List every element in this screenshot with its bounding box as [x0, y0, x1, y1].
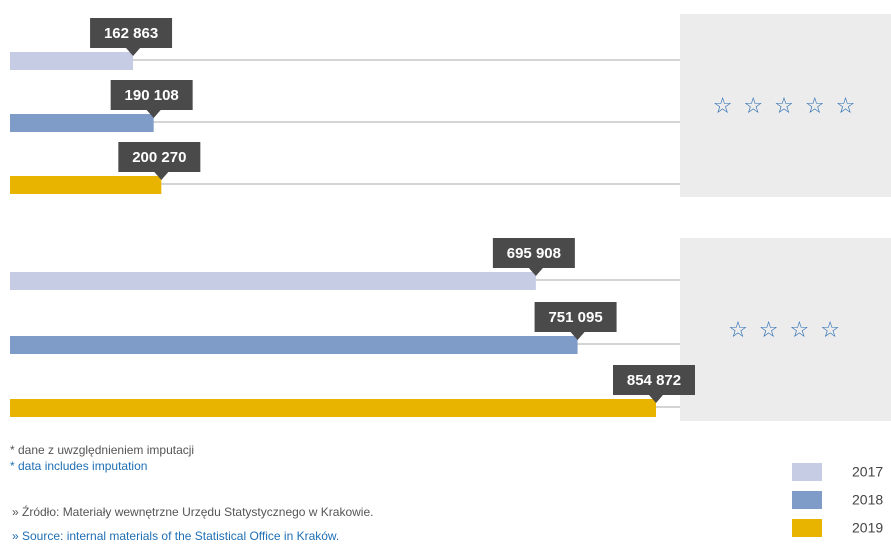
value-label-box	[534, 302, 617, 340]
note: » Source: internal materials of the Stat…	[12, 529, 339, 543]
category-panel	[680, 238, 891, 421]
value-label: 751 095	[548, 309, 602, 326]
bar	[10, 176, 162, 194]
legend-swatch	[792, 519, 822, 537]
note: * dane z uwzględnieniem imputacji	[10, 443, 194, 457]
bar	[10, 114, 154, 132]
note: » Źródło: Materiały wewnętrzne Urzędu St…	[12, 504, 373, 519]
value-label: 854 872	[627, 372, 681, 389]
note: * data includes imputation	[10, 459, 147, 473]
value-label-box	[492, 238, 575, 276]
legend-label: 2019	[852, 520, 883, 536]
legend-label: 2017	[852, 464, 883, 480]
bar	[10, 272, 536, 290]
value-label: 695 908	[507, 245, 561, 262]
legend-label: 2018	[852, 492, 883, 508]
category-panel	[680, 14, 891, 197]
value-label-box	[90, 18, 173, 56]
legend-swatch	[792, 491, 822, 509]
bar	[10, 52, 134, 70]
bar	[10, 399, 656, 417]
value-label: 190 108	[125, 87, 179, 104]
legend-swatch	[792, 463, 822, 481]
value-label-box	[110, 80, 193, 118]
value-label-box	[118, 142, 201, 180]
value-label: 162 863	[104, 25, 158, 42]
value-label-box	[613, 365, 695, 403]
category-label: ☆ ☆ ☆ ☆	[728, 318, 842, 343]
bar	[10, 336, 578, 354]
category-label: ☆ ☆ ☆ ☆ ☆	[713, 94, 858, 119]
value-label: 200 270	[132, 149, 186, 166]
